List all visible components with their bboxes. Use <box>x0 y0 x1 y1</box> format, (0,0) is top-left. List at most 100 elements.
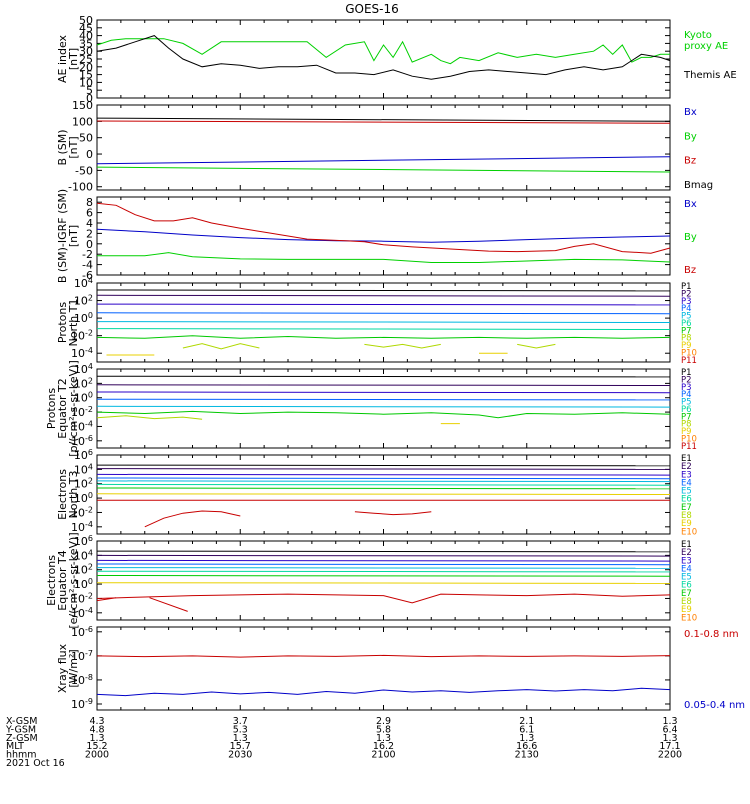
tick-label: 45 <box>79 22 93 35</box>
tick-label: 106 <box>74 448 93 462</box>
tick-label: 104 <box>74 362 93 376</box>
channel-legend-p2: P2 <box>681 375 692 385</box>
series-line-p5 <box>96 321 671 323</box>
channel-legend-p8: P8 <box>681 334 692 344</box>
xaxis-tick-value: 6.4 <box>662 724 677 735</box>
tick-label: 10-6 <box>71 434 93 448</box>
y-axis-label: AE index[nT] <box>56 34 80 83</box>
xaxis-tick-value: 1.3 <box>662 733 677 744</box>
series-line-p6 <box>96 410 671 419</box>
channel-legend-p3: P3 <box>681 297 692 307</box>
tick-label: 100 <box>72 115 93 128</box>
tick-label: 2 <box>86 227 93 240</box>
tick-label: 10-6 <box>71 625 93 639</box>
tick-label: 10-7 <box>71 649 93 663</box>
xaxis-row-label: hhmm <box>6 750 37 761</box>
plot-date: 2021 Oct 16 <box>6 758 65 769</box>
tick-label: 100 <box>74 391 93 405</box>
tick-label: 0 <box>86 238 93 251</box>
series-line-p3 <box>96 391 671 394</box>
channel-legend-e2: E2 <box>681 462 692 472</box>
tick-label: 20 <box>79 61 93 74</box>
tick-label: -4 <box>82 259 93 272</box>
channel-legend-e7: E7 <box>681 589 692 599</box>
channel-legend-e8: E8 <box>681 597 692 607</box>
xaxis-tick-value: 1.3 <box>89 733 104 744</box>
series-line-e3 <box>96 473 671 476</box>
channel-legend-e1: E1 <box>681 540 692 550</box>
series-line-e5 <box>96 567 671 569</box>
legend-entry: Bmag <box>684 180 713 191</box>
series-line-e10 <box>96 597 117 602</box>
y-axis-label: ElectronsNorth T3 <box>56 469 80 520</box>
series-line-e7 <box>96 487 671 490</box>
series-line-e8 <box>96 493 671 495</box>
series-line-e3 <box>96 559 671 562</box>
tick-label: 10 <box>79 76 93 89</box>
series-line-e7 <box>96 575 671 577</box>
series-line-p3 <box>96 303 671 306</box>
channel-legend-p8: P8 <box>681 420 692 430</box>
y-axis-label: ProtonsEquator T2[p/(cm²-s-sr-keV)] <box>45 360 80 457</box>
y-axis-label: B (SM)-IGRF (SM)[nT] <box>56 189 80 283</box>
channel-legend-e9: E9 <box>681 519 692 529</box>
xaxis-tick-value: 1.3 <box>233 733 248 744</box>
xaxis-row-label: X-GSM <box>6 716 37 727</box>
tick-label: 5 <box>86 84 93 97</box>
channel-legend-p6: P6 <box>681 405 692 415</box>
series-line-p1 <box>96 375 671 378</box>
legend-entry: Kyoto <box>684 30 712 41</box>
tick-label: 10-4 <box>71 520 93 534</box>
legend-entry: Bx <box>684 199 697 210</box>
tick-label: 10-2 <box>71 329 93 343</box>
xaxis-tick-value: 15.2 <box>86 741 107 752</box>
tick-label: -50 <box>75 164 93 177</box>
y-axis-label: B (SM)[nT] <box>56 129 80 165</box>
series-line-p2 <box>96 294 671 297</box>
series-line-p7 <box>96 335 671 339</box>
panel-frame <box>96 540 671 621</box>
series-line-e10 <box>144 510 241 528</box>
y-axis-label: ProtonsNorth T1 <box>56 299 80 347</box>
tick-label: -6 <box>82 269 93 282</box>
series-line-p4 <box>96 312 671 315</box>
xaxis-tick-value: 4.8 <box>89 724 104 735</box>
tick-label: 10-2 <box>71 505 93 519</box>
xaxis-row-label: Y-GSM <box>5 724 36 735</box>
series-line-p8c <box>517 343 556 349</box>
series-line-bx <box>96 156 671 165</box>
series-line-e9 <box>96 593 671 604</box>
channel-legend-e4: E4 <box>681 478 692 488</box>
series-line-e6 <box>96 570 671 573</box>
tick-label: 10-4 <box>71 346 93 360</box>
xaxis-tick-value: 5.8 <box>376 724 391 735</box>
series-line-e4 <box>96 477 671 480</box>
channel-legend-p3: P3 <box>681 383 692 393</box>
xaxis-tick-value: 1.3 <box>376 733 391 744</box>
tick-label: 0 <box>86 92 93 105</box>
tick-label: 102 <box>74 294 93 308</box>
series-line-p4 <box>96 398 671 401</box>
xaxis-tick-value: 16.2 <box>373 741 394 752</box>
tick-label: -2 <box>82 248 93 261</box>
series-line-p7 <box>96 415 203 420</box>
tick-label: 35 <box>79 37 93 50</box>
series-line-0-05-0-4-nm <box>96 687 671 697</box>
series-line-p1 <box>96 289 671 292</box>
xaxis-tick-value: 5.3 <box>233 724 248 735</box>
channel-legend-p4: P4 <box>681 304 692 314</box>
tick-label: 15 <box>79 69 93 82</box>
y-axis-label: ElectronsEquator T4[e/(cm²-s-sr-keV)] <box>45 532 80 628</box>
channel-legend-e5: E5 <box>681 573 692 583</box>
xaxis-tick-value: 1.3 <box>519 733 534 744</box>
xaxis-tick-value: 2130 <box>515 750 539 761</box>
channel-legend-p7: P7 <box>681 412 692 422</box>
xaxis-tick-value: 2030 <box>228 750 252 761</box>
series-line-by <box>96 166 671 173</box>
xaxis-row-label: MLT <box>6 741 24 752</box>
tick-label: -100 <box>68 181 93 194</box>
channel-legend-p9: P9 <box>681 427 692 437</box>
series-line-p5 <box>96 405 671 408</box>
series-line-kyoto-proxy-ae <box>96 38 670 65</box>
